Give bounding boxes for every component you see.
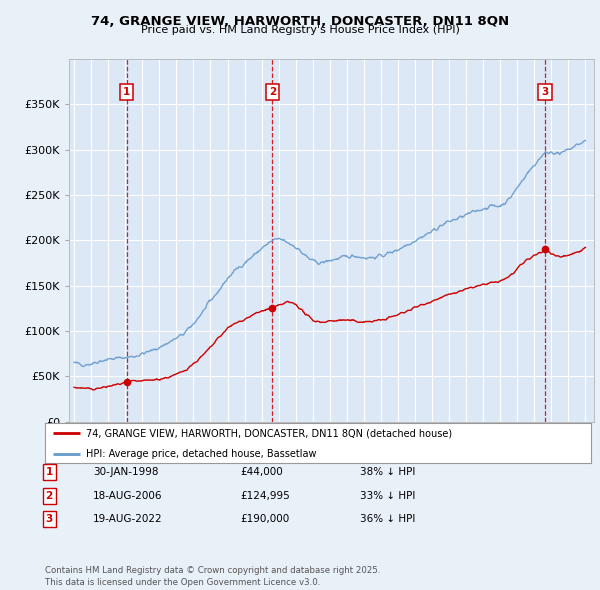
Text: £190,000: £190,000 bbox=[240, 514, 289, 524]
Text: 30-JAN-1998: 30-JAN-1998 bbox=[93, 467, 158, 477]
Text: £124,995: £124,995 bbox=[240, 491, 290, 500]
Text: Price paid vs. HM Land Registry's House Price Index (HPI): Price paid vs. HM Land Registry's House … bbox=[140, 25, 460, 35]
Text: Contains HM Land Registry data © Crown copyright and database right 2025.
This d: Contains HM Land Registry data © Crown c… bbox=[45, 566, 380, 587]
Text: 74, GRANGE VIEW, HARWORTH, DONCASTER, DN11 8QN: 74, GRANGE VIEW, HARWORTH, DONCASTER, DN… bbox=[91, 15, 509, 28]
Text: 3: 3 bbox=[541, 87, 549, 97]
Text: 38% ↓ HPI: 38% ↓ HPI bbox=[360, 467, 415, 477]
Text: 18-AUG-2006: 18-AUG-2006 bbox=[93, 491, 163, 500]
Text: 1: 1 bbox=[123, 87, 130, 97]
Text: 1: 1 bbox=[46, 467, 53, 477]
Text: 33% ↓ HPI: 33% ↓ HPI bbox=[360, 491, 415, 500]
Text: 36% ↓ HPI: 36% ↓ HPI bbox=[360, 514, 415, 524]
Text: 3: 3 bbox=[46, 514, 53, 524]
Text: 2: 2 bbox=[46, 491, 53, 500]
Text: 2: 2 bbox=[269, 87, 276, 97]
Text: HPI: Average price, detached house, Bassetlaw: HPI: Average price, detached house, Bass… bbox=[86, 448, 316, 458]
Text: 19-AUG-2022: 19-AUG-2022 bbox=[93, 514, 163, 524]
Text: 74, GRANGE VIEW, HARWORTH, DONCASTER, DN11 8QN (detached house): 74, GRANGE VIEW, HARWORTH, DONCASTER, DN… bbox=[86, 428, 452, 438]
Text: £44,000: £44,000 bbox=[240, 467, 283, 477]
